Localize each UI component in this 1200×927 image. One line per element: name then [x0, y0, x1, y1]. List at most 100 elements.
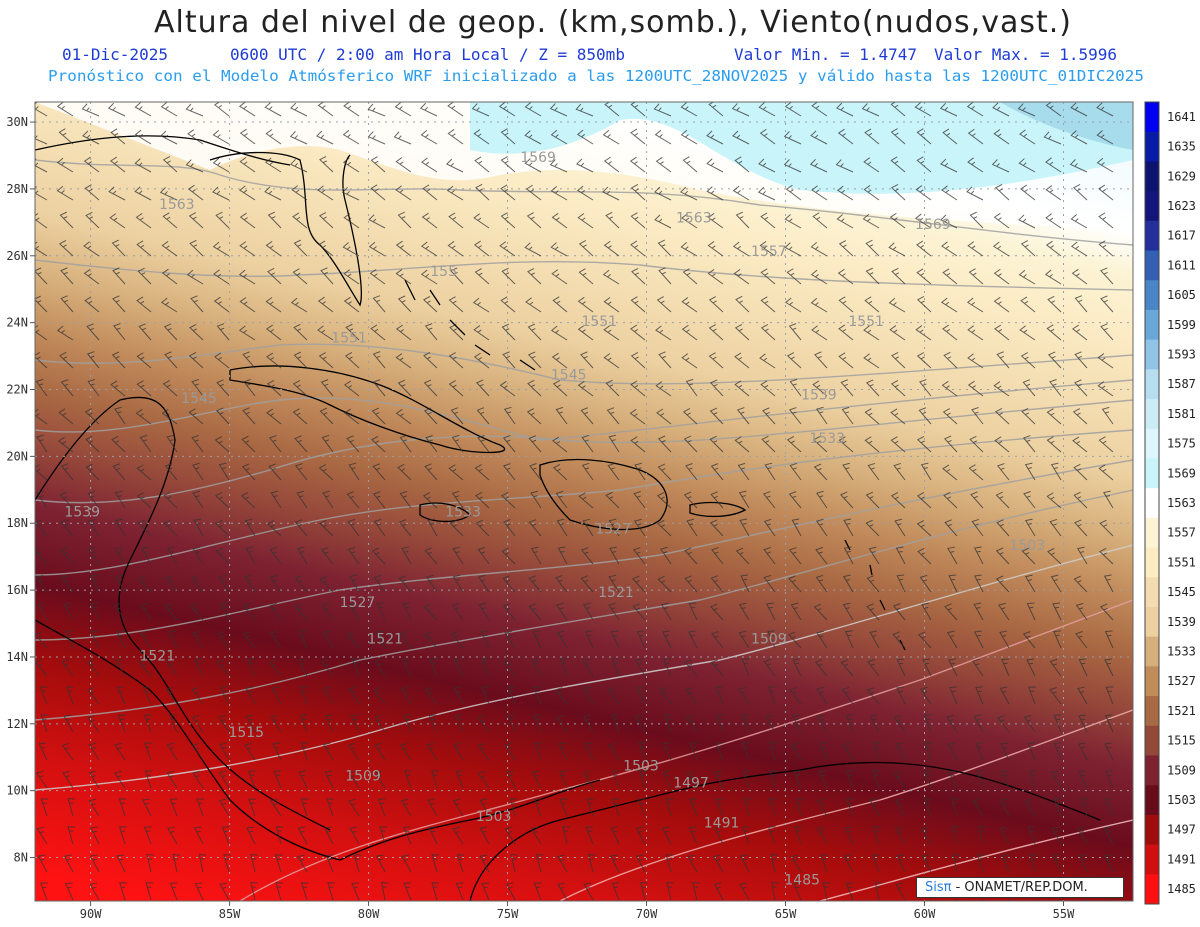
wind-barb — [869, 630, 880, 649]
wind-barb — [580, 547, 594, 565]
wind-barb — [845, 882, 854, 901]
wind-barb — [87, 715, 100, 733]
wind-barb — [1046, 324, 1062, 341]
wind-barb — [327, 882, 335, 901]
wind-barb — [736, 407, 750, 425]
wind-barb — [974, 574, 984, 593]
wind-barb — [758, 158, 776, 173]
wind-barb — [1053, 714, 1062, 733]
wind-barb — [292, 408, 308, 425]
wind-barb — [270, 490, 282, 509]
wind-barb — [83, 241, 100, 257]
wind-barb — [740, 574, 750, 593]
wind-barb — [198, 853, 207, 873]
wind-barb — [916, 435, 932, 453]
wind-barb — [399, 490, 412, 509]
wind-barb — [477, 714, 490, 733]
colorbar-swatch — [1145, 220, 1159, 252]
wind-barb — [967, 128, 984, 145]
wind-barb — [214, 491, 230, 509]
wind-barb — [420, 241, 438, 257]
wind-barb — [839, 491, 854, 509]
wind-barb — [680, 186, 698, 201]
wind-barb — [453, 686, 464, 705]
wind-barb — [324, 714, 334, 733]
wind-barb — [323, 630, 334, 649]
wind-barb — [657, 239, 672, 257]
wind-barb — [298, 770, 308, 789]
wind-barb — [374, 658, 386, 677]
wind-barb — [348, 602, 360, 621]
wind-barb — [811, 102, 828, 117]
wind-barb — [788, 631, 802, 649]
colorbar-swatch — [1145, 280, 1159, 311]
wind-barb — [793, 770, 802, 789]
wind-barb — [245, 714, 256, 733]
wind-barb — [300, 798, 309, 817]
wind-barb — [1029, 854, 1037, 873]
wind-barb — [656, 492, 672, 509]
colorbar-label: 1611 — [1167, 258, 1196, 272]
wind-barb — [139, 630, 152, 649]
wind-barb — [611, 658, 620, 677]
colorbar-label: 1599 — [1167, 318, 1196, 332]
wind-barb — [425, 574, 438, 593]
wind-barb — [1024, 798, 1036, 817]
wind-barb — [1024, 518, 1036, 537]
wind-barb — [1045, 240, 1062, 257]
wind-barb — [160, 102, 178, 117]
wind-barb — [767, 630, 776, 649]
wind-barb — [56, 185, 74, 201]
wind-barb — [655, 325, 672, 341]
wind-barb — [843, 854, 854, 873]
wind-barb — [716, 714, 724, 733]
wind-barb — [474, 464, 490, 481]
colorbar-swatch — [1145, 191, 1159, 222]
colorbar-swatch — [1145, 428, 1159, 459]
wind-barb — [139, 434, 152, 453]
wind-barb — [784, 297, 802, 313]
wind-barb — [250, 853, 258, 873]
wind-barb — [609, 546, 620, 565]
wind-barb — [1104, 630, 1114, 649]
wind-barb — [940, 158, 958, 173]
wind-barb — [164, 351, 178, 369]
wind-barb — [192, 630, 204, 649]
wind-barb — [738, 602, 750, 621]
wind-barb — [166, 546, 178, 565]
wind-barb — [895, 882, 906, 901]
wind-barb — [993, 212, 1010, 229]
wind-barb — [35, 267, 48, 285]
wind-barb — [166, 742, 178, 761]
wind-barb — [348, 770, 360, 789]
wind-barb — [1077, 686, 1088, 705]
wind-barb — [1073, 575, 1088, 593]
wind-barb — [967, 241, 984, 257]
wind-barb — [86, 323, 100, 341]
wind-barb — [872, 770, 880, 789]
wind-barb — [838, 296, 854, 313]
wind-barb — [968, 268, 984, 285]
wind-barb — [585, 826, 594, 845]
contour-label: 1521 — [139, 648, 175, 664]
wind-barb — [1070, 102, 1088, 117]
wind-barb — [738, 490, 750, 509]
wind-barb — [994, 183, 1010, 201]
wind-barb — [871, 854, 880, 873]
wind-barb — [241, 435, 256, 453]
wind-barb — [602, 129, 620, 145]
wind-barb — [143, 826, 152, 845]
wind-barb — [503, 519, 516, 537]
wind-barb — [162, 380, 178, 397]
south-america-coast — [469, 761, 1101, 901]
contour-label: 1551 — [848, 314, 884, 330]
wind-barb — [972, 798, 984, 817]
wind-barb — [866, 603, 880, 621]
wind-barb — [1028, 770, 1037, 789]
wind-barb — [35, 213, 48, 229]
wind-barb — [294, 519, 308, 537]
wind-barb — [420, 129, 438, 145]
wind-barb — [219, 742, 230, 761]
wind-barb — [741, 742, 750, 761]
wind-barb — [527, 379, 542, 397]
